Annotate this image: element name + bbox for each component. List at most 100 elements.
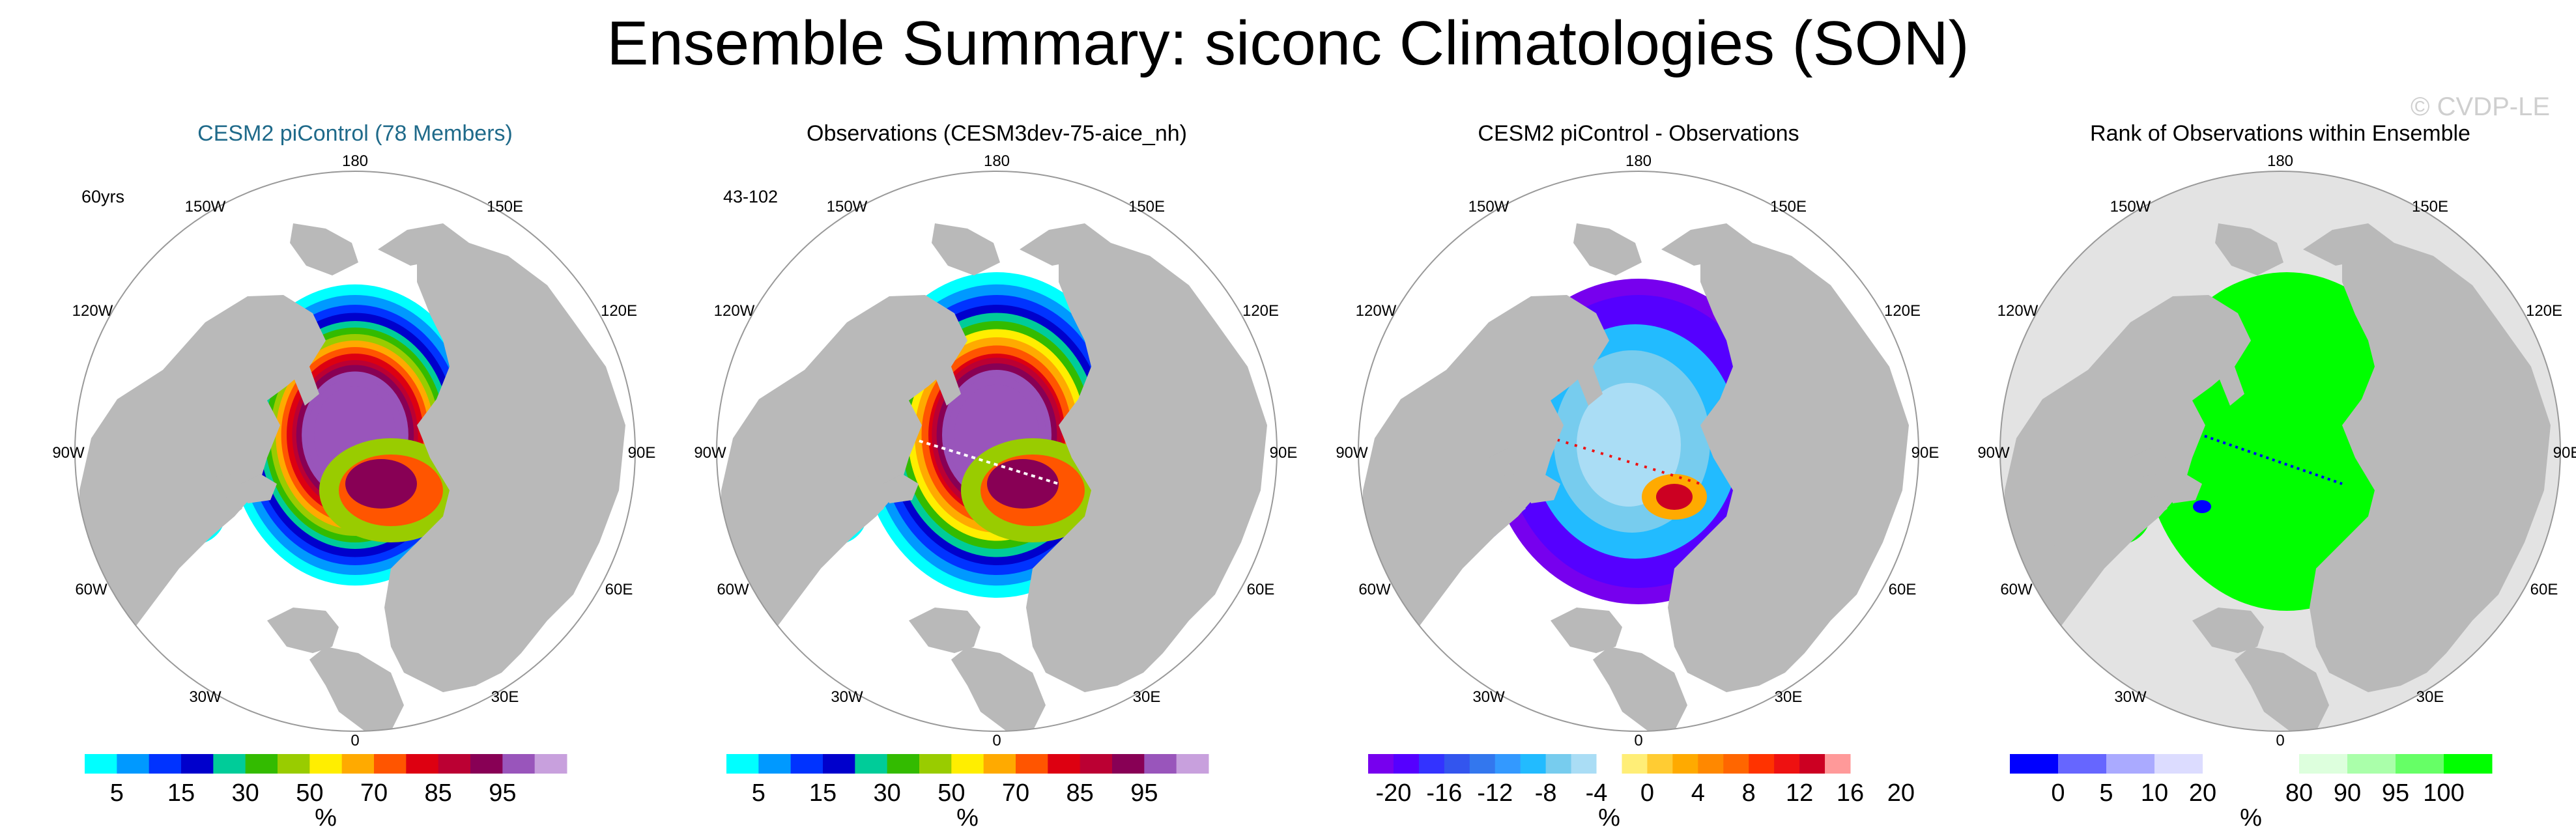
colorbar-label: -4 bbox=[1586, 779, 1608, 807]
colorbar-label: 4 bbox=[1691, 779, 1705, 807]
colorbar-units: % bbox=[956, 804, 979, 829]
colorbar-swatch bbox=[1495, 754, 1521, 774]
lon-label: 60E bbox=[2530, 581, 2558, 598]
colorbar-swatch bbox=[2299, 754, 2348, 774]
lon-label: 30W bbox=[2114, 688, 2147, 706]
land-mass bbox=[384, 243, 625, 692]
island bbox=[847, 448, 883, 477]
lon-label: 90W bbox=[1336, 444, 1368, 462]
lon-label: 90E bbox=[1911, 444, 1939, 462]
land-mass bbox=[293, 367, 319, 406]
land-mass bbox=[78, 295, 326, 634]
land-mass bbox=[1573, 223, 1642, 275]
land-mass bbox=[1026, 243, 1267, 692]
colorbar-swatch bbox=[341, 754, 375, 774]
colorbar-label: 5 bbox=[752, 779, 766, 807]
colorbar-units: % bbox=[2240, 804, 2262, 829]
lon-label: 60W bbox=[1358, 581, 1391, 598]
colorbar-swatch bbox=[438, 754, 471, 774]
colorbar-swatch bbox=[951, 754, 984, 774]
colorbar-swatch bbox=[406, 754, 439, 774]
colorbar-label: 0 bbox=[2051, 779, 2065, 807]
colorbar-swatch bbox=[790, 754, 823, 774]
lon-label: 150W bbox=[2110, 198, 2151, 216]
lon-label: 90W bbox=[1977, 444, 2010, 462]
colorbar-swatch bbox=[309, 754, 343, 774]
colorbar-swatch bbox=[1112, 754, 1145, 774]
land-mass bbox=[1668, 243, 1909, 692]
panel-title: Observations (CESM3dev-75-aice_nh) bbox=[807, 121, 1187, 146]
colorbar-swatch bbox=[470, 754, 503, 774]
lon-label: 90W bbox=[694, 444, 726, 462]
lon-label: 60E bbox=[1247, 581, 1275, 598]
colorbar-swatch bbox=[374, 754, 407, 774]
colorbar-swatch bbox=[2347, 754, 2396, 774]
colorbar-label: 8 bbox=[1742, 779, 1756, 807]
land-mass bbox=[932, 223, 1000, 275]
lon-label: 30E bbox=[491, 688, 519, 706]
colorbar-label: 15 bbox=[167, 779, 195, 807]
polar-map: 180 0 150W 150E 120W 120E 90W 90E 60W 60E 30W 30E 0 5… bbox=[1977, 152, 2576, 829]
colorbar-label: 95 bbox=[1130, 779, 1158, 807]
colorbar-label: 15 bbox=[809, 779, 837, 807]
colorbar-swatch bbox=[2106, 754, 2155, 774]
colorbar-swatch bbox=[1698, 754, 1724, 774]
island bbox=[1524, 474, 1560, 503]
colorbar-units: % bbox=[1598, 804, 1620, 829]
lon-label: 60E bbox=[605, 581, 633, 598]
land-mass bbox=[2310, 243, 2551, 692]
ice-lobe bbox=[345, 459, 417, 509]
map-border bbox=[1999, 171, 2561, 732]
lon-label: 90W bbox=[52, 444, 85, 462]
colorbar-swatch bbox=[278, 754, 310, 774]
lon-label: 30W bbox=[189, 688, 222, 706]
map-content bbox=[720, 223, 1267, 731]
colorbar-label: 95 bbox=[2382, 779, 2409, 807]
colorbar-swatch bbox=[1774, 754, 1800, 774]
colorbar-label: 20 bbox=[2189, 779, 2216, 807]
polar-map: 180 0 150W 150E 120W 120E 90W 90E 60W 60E 30W 30E 5 1… bbox=[694, 152, 1298, 829]
map-panel-3: CESM2 piControl - Observations 180 0 150W 15… bbox=[1336, 120, 1941, 830]
land-mass bbox=[951, 647, 1046, 731]
colorbar-swatch bbox=[117, 754, 150, 774]
colorbar-swatch bbox=[1144, 754, 1177, 774]
lon-label: 150W bbox=[827, 198, 868, 216]
lon-label: 60W bbox=[75, 581, 107, 598]
lon-label: 180 bbox=[1625, 152, 1652, 170]
colorbar-label: -20 bbox=[1375, 779, 1411, 807]
colorbar-label: 70 bbox=[360, 779, 388, 807]
lon-label: 150E bbox=[2412, 198, 2448, 216]
colorbar-swatch bbox=[1444, 754, 1470, 774]
island bbox=[205, 448, 241, 477]
colorbar-swatch bbox=[85, 754, 117, 774]
lon-label: 30E bbox=[1133, 688, 1161, 706]
lon-label: 30W bbox=[1472, 688, 1505, 706]
colorbar-label: 10 bbox=[2141, 779, 2168, 807]
colorbar-label: -12 bbox=[1477, 779, 1513, 807]
lon-label: 120W bbox=[1356, 302, 1397, 320]
colorbar-swatch bbox=[213, 754, 246, 774]
colorbar-swatch bbox=[181, 754, 214, 774]
colorbar-swatch bbox=[1749, 754, 1775, 774]
land-mass bbox=[909, 608, 980, 653]
island bbox=[241, 474, 277, 503]
colorbar-swatch bbox=[1418, 754, 1445, 774]
lon-label: 180 bbox=[984, 152, 1010, 170]
colorbar-label: -8 bbox=[1535, 779, 1557, 807]
colorbar-swatch bbox=[1723, 754, 1749, 774]
watermark: © CVDP-LE bbox=[2411, 92, 2550, 121]
colorbar-units: % bbox=[315, 804, 337, 829]
colorbar-swatch bbox=[1571, 754, 1597, 774]
polar-map: 180 0 150W 150E 120W 120E 90W 90E 60W 60E 30W 30E 5 1… bbox=[52, 152, 655, 829]
colorbar-label: 30 bbox=[874, 779, 901, 807]
island bbox=[2130, 448, 2166, 477]
map-panel-4: Rank of Observations within Ensemble 180 0… bbox=[1977, 120, 2576, 830]
map-border bbox=[74, 171, 636, 732]
island bbox=[1498, 496, 1526, 520]
colorbar-swatch bbox=[1825, 754, 1851, 774]
lon-label: 180 bbox=[2267, 152, 2293, 170]
lon-label: 90E bbox=[1270, 444, 1298, 462]
land-mass bbox=[2215, 223, 2283, 275]
colorbar-swatch bbox=[1048, 754, 1081, 774]
colorbar-swatch bbox=[2010, 754, 2059, 774]
